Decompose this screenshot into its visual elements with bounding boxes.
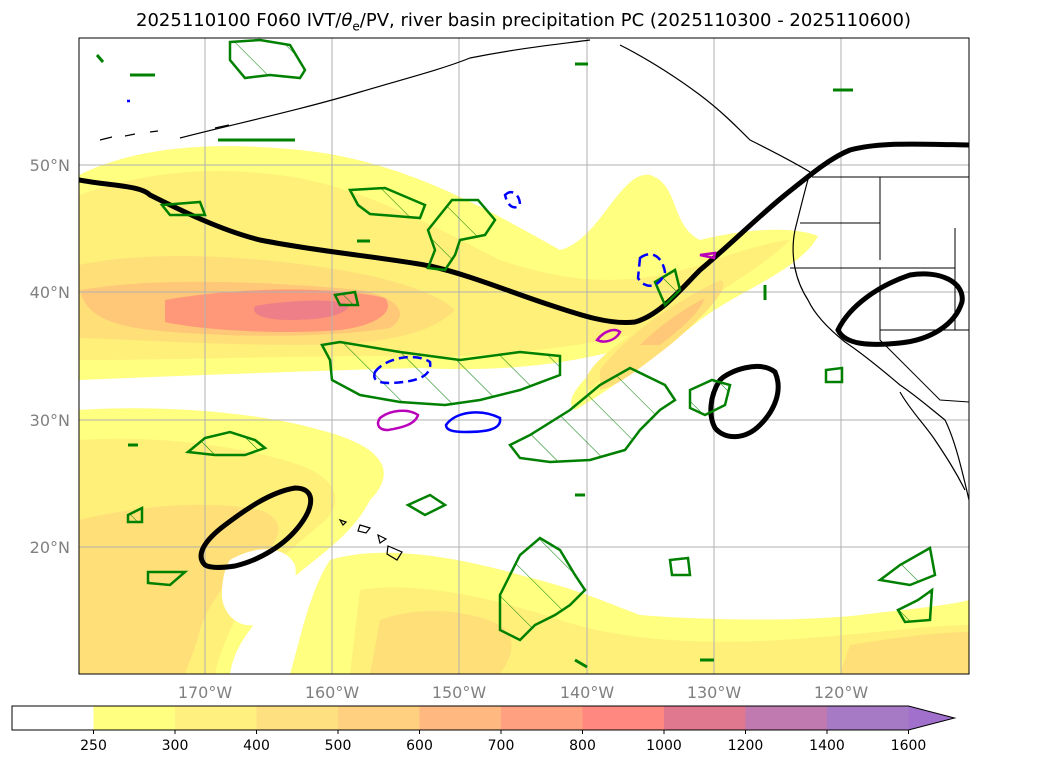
colorbar-tick-label: 300 xyxy=(162,738,189,754)
colorbar-segment xyxy=(419,706,502,730)
lat-label: 30°N xyxy=(30,411,70,430)
ivt-band-north-800 xyxy=(254,300,350,320)
precip-region-12 xyxy=(405,493,448,517)
lon-label: 160°W xyxy=(305,683,360,702)
colorbar-tick-label: 800 xyxy=(569,738,596,754)
lon-label: 150°W xyxy=(432,683,487,702)
colorbar-tick-label: 400 xyxy=(243,738,270,754)
theta-neg-dashed-1 xyxy=(503,190,522,209)
theta-e-positive xyxy=(376,251,717,432)
precip-region-7 xyxy=(498,536,587,642)
theta-pos-3 xyxy=(699,251,717,260)
precip-region-17 xyxy=(126,505,144,524)
theta-neg-dashed-2 xyxy=(636,253,667,287)
precip-region-11 xyxy=(896,587,934,624)
colorbar-segment xyxy=(175,706,257,730)
ivt-band-south-400c xyxy=(840,632,969,674)
colorbar-segment xyxy=(664,706,746,730)
colorbar-tick-label: 1000 xyxy=(646,738,682,754)
lon-label: 170°W xyxy=(178,683,233,702)
pv-closed-east xyxy=(708,364,781,440)
precip-region-4 xyxy=(320,340,562,407)
theta-pos-2 xyxy=(595,328,622,343)
colorbar-tick-label: 600 xyxy=(406,738,433,754)
colorbar-extend-arrow xyxy=(908,706,955,730)
precip-region-10 xyxy=(876,546,937,587)
colorbar-segment xyxy=(93,706,176,730)
precip-regions xyxy=(126,38,937,642)
political-borders xyxy=(790,176,969,403)
colorbar-segment xyxy=(582,706,665,730)
precip-region-3 xyxy=(426,198,497,272)
lat-label: 20°N xyxy=(30,538,70,557)
graticule xyxy=(79,38,969,674)
colorbar-tick-label: 1400 xyxy=(809,738,845,754)
colorbar-tick-label: 1600 xyxy=(891,738,927,754)
theta-e-negative xyxy=(127,99,667,434)
colorbar-tick-label: 700 xyxy=(488,738,515,754)
theta-neg-solid xyxy=(444,411,502,434)
colorbar: 250 300 400 500 600 700 800 1000 1200 1400 1600 xyxy=(11,705,957,754)
map-title: 2025110100 F060 IVT/θe/PV, river basin p… xyxy=(136,10,911,34)
precip-region-16 xyxy=(668,556,692,577)
ivt-gap-south xyxy=(221,549,296,626)
colorbar-tick-label: 500 xyxy=(325,738,352,754)
lon-labels: 170°W 160°W 150°W 140°W 130°W 120°W xyxy=(178,683,869,702)
precip-region-6 xyxy=(184,430,268,457)
lon-label: 130°W xyxy=(687,683,742,702)
us-west-coast xyxy=(792,171,969,501)
coastlines xyxy=(99,39,969,561)
pv-closed-southwest xyxy=(198,485,314,570)
lon-label: 120°W xyxy=(814,683,869,702)
map-frame xyxy=(78,37,970,675)
precip-region-2 xyxy=(347,186,427,220)
colorbar-segment xyxy=(827,706,909,730)
lon-label: 140°W xyxy=(560,683,615,702)
colorbar-segment xyxy=(745,706,828,730)
theta-pos-1 xyxy=(376,409,420,432)
precip-region-14 xyxy=(333,290,360,307)
pv-main-line xyxy=(79,141,969,326)
precip-region-18 xyxy=(824,366,844,384)
pv-contours xyxy=(79,141,969,570)
precip-small-marks xyxy=(95,54,853,669)
colorbar-segment xyxy=(256,706,339,730)
precip-region-13 xyxy=(159,200,207,217)
lat-labels: 50°N 40°N 30°N 20°N xyxy=(30,156,70,557)
precip-region-1 xyxy=(228,38,307,80)
colorbar-tick-label: 250 xyxy=(80,738,107,754)
precip-region-8 xyxy=(688,378,732,417)
pv-closed-northeast xyxy=(835,271,965,347)
alaska-panhandle xyxy=(619,44,811,173)
lat-label: 50°N xyxy=(30,156,70,175)
map-content xyxy=(79,38,969,674)
precip-region-15 xyxy=(146,570,189,587)
ivt-branch-east-inner xyxy=(640,298,705,345)
colorbar-outline xyxy=(11,705,957,731)
theta-neg-dashed-3 xyxy=(373,355,432,385)
ivt-band-south-400b xyxy=(370,610,512,674)
baja-coast xyxy=(899,391,966,491)
colorbar-segment xyxy=(338,706,420,730)
colorbar-segment xyxy=(501,706,583,730)
colorbar-segment xyxy=(12,706,94,730)
precip-region-5 xyxy=(508,366,677,464)
lat-label: 40°N xyxy=(30,283,70,302)
hawaii xyxy=(338,518,403,561)
alaska-coast xyxy=(179,39,591,139)
aleutian-islands xyxy=(99,124,230,141)
colorbar-tick-label: 1200 xyxy=(728,738,764,754)
